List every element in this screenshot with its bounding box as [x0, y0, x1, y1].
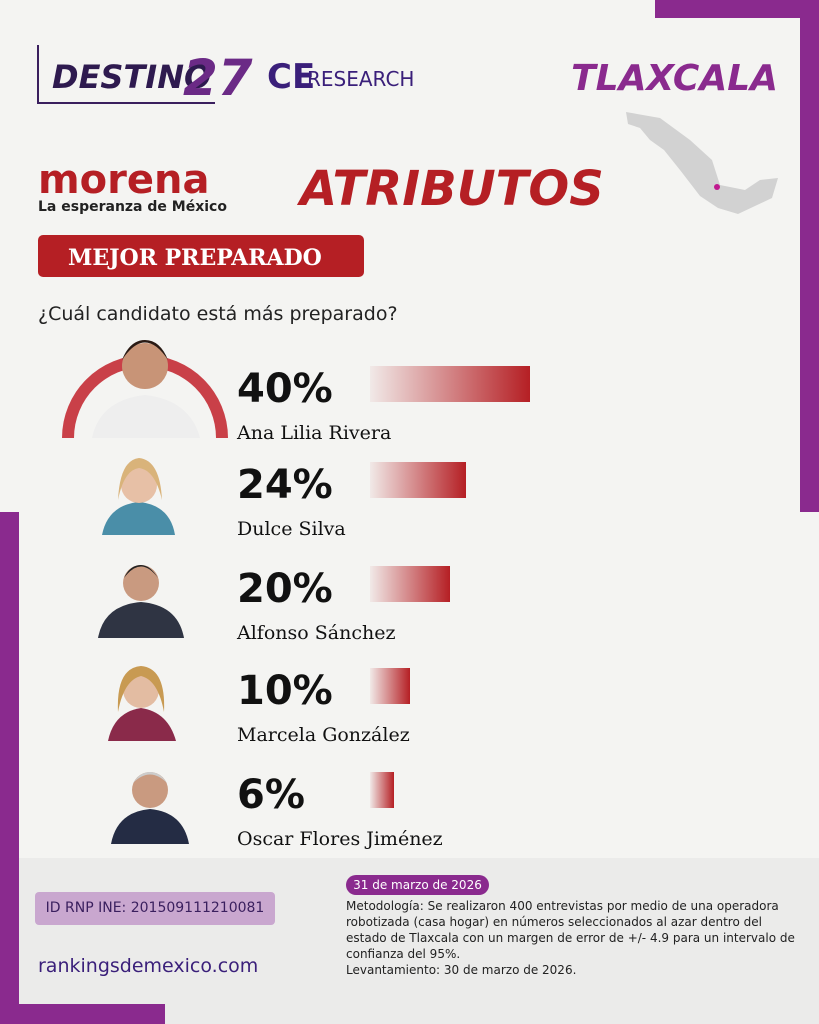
- methodology-line: Levantamiento: 30 de marzo de 2026.: [346, 963, 577, 977]
- state: TLAXCALA: [571, 58, 778, 99]
- methodology-line: confianza del 95%.: [346, 947, 461, 961]
- chart-subtitle: ¿Cuál candidato está más preparado?: [38, 303, 398, 325]
- portrait: [108, 666, 176, 741]
- brand-number: 27: [183, 49, 253, 107]
- party-slogan: La esperanza de México: [38, 199, 227, 215]
- value-label: 10%: [237, 668, 333, 714]
- frame: [0, 1004, 165, 1024]
- portrait: [92, 340, 200, 438]
- map-marker: [714, 184, 720, 190]
- methodology: Metodología: Se realizaron 400 entrevist…: [346, 898, 795, 978]
- map: [626, 112, 778, 214]
- portrait: [111, 772, 189, 844]
- methodology-line: estado de Tlaxcala con un margen de erro…: [346, 931, 795, 945]
- frame: [800, 0, 819, 512]
- bar: [370, 772, 394, 808]
- candidate-name: Oscar Flores Jiménez: [237, 828, 443, 850]
- bar: [370, 462, 466, 498]
- brand-destino: DESTINO: [52, 58, 211, 96]
- chart-title: MEJOR PREPARADO: [68, 245, 322, 271]
- date-badge: 31 de marzo de 2026: [346, 875, 489, 895]
- party-name: morena: [38, 157, 209, 203]
- value-label: 20%: [237, 566, 333, 612]
- frame: [0, 512, 19, 1024]
- portrait: [102, 458, 175, 535]
- website: rankingsdemexico.com: [38, 955, 259, 977]
- section-title: ATRIBUTOS: [296, 161, 604, 217]
- brand-research: RESEARCH: [307, 67, 414, 91]
- bar: [370, 668, 410, 704]
- value-label: 40%: [237, 366, 333, 412]
- methodology-line: robotizada (casa hogar) en números selec…: [346, 915, 762, 929]
- value-label: 6%: [237, 772, 305, 818]
- candidate-name: Alfonso Sánchez: [236, 622, 395, 644]
- portrait: [98, 565, 184, 638]
- candidate-name: Marcela González: [237, 724, 410, 746]
- candidate-name: Dulce Silva: [237, 518, 346, 540]
- brand-ce: CE: [267, 57, 315, 97]
- candidate-name: Ana Lilia Rivera: [236, 422, 391, 444]
- rnp-id: ID RNP INE: 201509111210081: [35, 892, 275, 925]
- title-banner: [38, 235, 364, 277]
- bar: [370, 566, 450, 602]
- frame: [655, 0, 819, 18]
- value-label: 24%: [237, 462, 333, 508]
- bar: [370, 366, 530, 402]
- logo-frame: [37, 45, 215, 104]
- methodology-line: Metodología: Se realizaron 400 entrevist…: [346, 899, 779, 913]
